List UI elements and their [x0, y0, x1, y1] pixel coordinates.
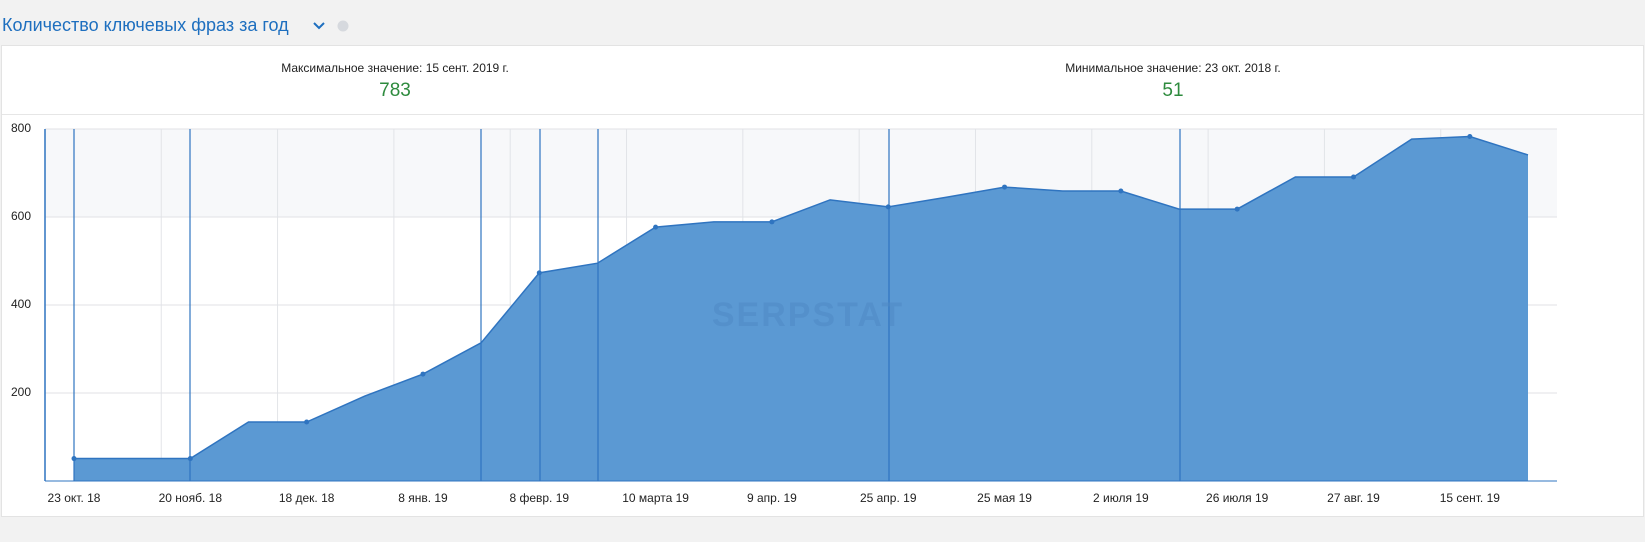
- x-tick-label: 27 авг. 19: [1327, 491, 1380, 505]
- x-tick-label: 2 июля 19: [1093, 491, 1149, 505]
- stat-label: Минимальное значение: 23 окт. 2018 г.: [1065, 61, 1281, 75]
- point: [304, 419, 310, 425]
- x-tick-label: 15 сент. 19: [1440, 491, 1500, 505]
- point: [536, 270, 542, 276]
- y-tick-label: 200: [11, 385, 31, 399]
- x-tick-label: 20 нояб. 18: [159, 491, 223, 505]
- plot: 200 400 600 800 SERPSTAT 23 окт. 18 20 нояб. 1…: [11, 121, 1557, 505]
- watermark: SERPSTAT: [712, 296, 904, 334]
- point: [1002, 184, 1008, 190]
- stat-label: Максимальное значение: 15 сент. 2019 г.: [281, 61, 509, 75]
- y-tick-label: 600: [11, 209, 31, 223]
- point: [653, 224, 659, 230]
- x-tick-label: 8 янв. 19: [398, 491, 448, 505]
- stat-value: 51: [1162, 80, 1183, 101]
- y-tick-label: 400: [11, 297, 31, 311]
- point: [1467, 133, 1473, 139]
- point: [420, 371, 426, 377]
- widget-title[interactable]: Количество ключевых фраз за год: [2, 15, 289, 35]
- area: [74, 136, 1528, 482]
- x-tick-label: 10 марта 19: [622, 491, 689, 505]
- line: [74, 135, 1529, 460]
- x-tick-label: 26 июля 19: [1206, 491, 1269, 505]
- point: [1118, 188, 1124, 194]
- x-tick-label: 8 февр. 19: [509, 491, 569, 505]
- x-tick-label: 23 окт. 18: [48, 491, 101, 505]
- x-tick-label: 18 дек. 18: [279, 491, 335, 505]
- x-tick-label: 25 мая 19: [977, 491, 1032, 505]
- point: [1234, 206, 1240, 212]
- y-tick-label: 800: [11, 121, 31, 135]
- info-icon[interactable]: [337, 20, 349, 32]
- dropdown-chevron[interactable]: [313, 22, 325, 30]
- point: [885, 204, 891, 210]
- point: [769, 219, 775, 225]
- stat-value: 783: [379, 80, 411, 101]
- point: [1351, 174, 1357, 180]
- x-tick-label: 25 апр. 19: [860, 491, 917, 505]
- x-tick-label: 9 апр. 19: [747, 491, 797, 505]
